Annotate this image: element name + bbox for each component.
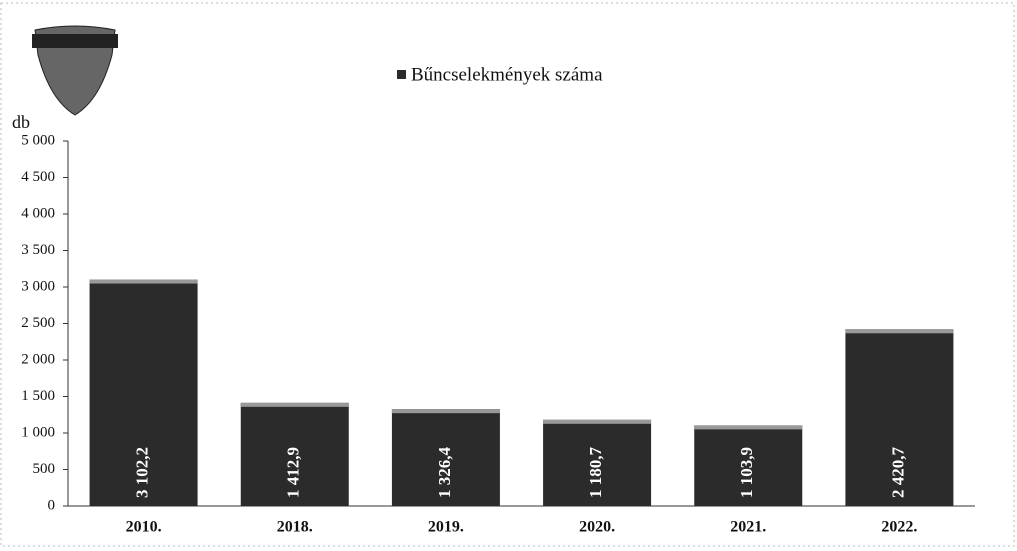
value-label: 1 412,9 xyxy=(284,447,303,498)
value-label: 2 420,7 xyxy=(888,447,907,499)
x-tick-label: 2022. xyxy=(881,519,917,536)
legend-label: Bűncselekmények száma xyxy=(411,64,603,85)
x-tick-label: 2018. xyxy=(277,519,313,536)
y-tick-label: 3 500 xyxy=(21,242,55,258)
logo xyxy=(32,25,118,116)
y-tick-label: 1 500 xyxy=(21,388,55,404)
bar-highlight xyxy=(543,419,652,424)
legend-swatch xyxy=(397,70,406,79)
bar xyxy=(89,279,198,506)
y-axis-label: db xyxy=(12,112,30,132)
bar-highlight xyxy=(89,279,198,284)
y-tick-label: 2 500 xyxy=(21,315,55,331)
y-tick-label: 5 000 xyxy=(21,132,55,148)
value-label: 1 326,4 xyxy=(435,447,454,499)
x-tick-label: 2021. xyxy=(730,519,766,536)
y-tick-label: 2 000 xyxy=(21,351,55,367)
bar-highlight xyxy=(240,402,349,407)
y-tick-label: 3 000 xyxy=(21,278,55,294)
x-tick-label: 2020. xyxy=(579,519,615,536)
value-label: 1 180,7 xyxy=(586,447,605,499)
bar-highlight xyxy=(845,329,954,334)
x-tick-label: 2019. xyxy=(428,519,464,536)
bar xyxy=(543,419,652,506)
y-tick-label: 4 500 xyxy=(21,169,55,185)
bar xyxy=(240,402,349,506)
bar-highlight xyxy=(391,409,500,414)
x-tick-label: 2010. xyxy=(126,519,162,536)
y-tick-label: 1 000 xyxy=(21,424,55,440)
bar xyxy=(694,425,803,506)
bar-highlight xyxy=(694,425,803,430)
y-tick-label: 4 000 xyxy=(21,205,55,221)
value-label: 1 103,9 xyxy=(737,447,756,498)
y-tick-label: 0 xyxy=(48,497,56,513)
value-label: 3 102,2 xyxy=(132,447,151,498)
y-tick-label: 500 xyxy=(33,461,56,477)
bar xyxy=(845,329,954,506)
bar xyxy=(391,409,500,506)
